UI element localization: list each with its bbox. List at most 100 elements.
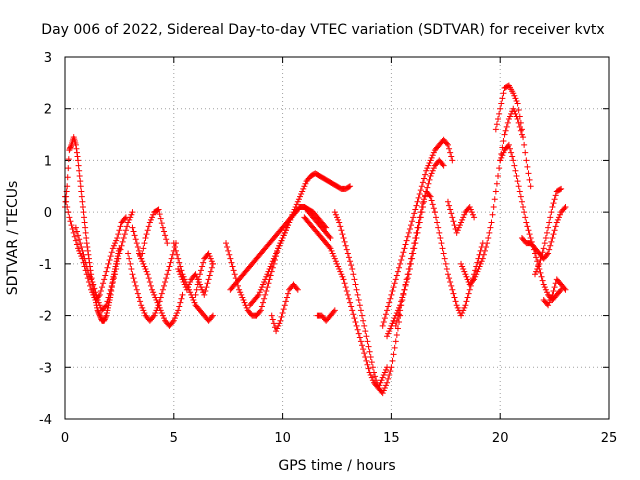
data-point	[175, 307, 182, 314]
data-point	[545, 224, 552, 231]
data-point	[104, 264, 111, 271]
data-point	[453, 302, 460, 309]
data-point	[161, 315, 168, 322]
data-point	[126, 255, 133, 262]
data-point	[109, 280, 116, 287]
data-point	[150, 289, 157, 296]
data-point	[331, 307, 338, 314]
data-point	[515, 107, 522, 114]
data-point	[276, 242, 283, 249]
data-point	[289, 211, 296, 218]
data-point	[179, 291, 186, 298]
data-point	[288, 214, 295, 221]
data-point	[116, 227, 123, 234]
data-point	[427, 193, 434, 200]
data-point	[68, 222, 75, 229]
data-point	[389, 320, 396, 327]
data-point	[517, 127, 524, 134]
data-point	[406, 260, 413, 267]
data-point	[401, 245, 408, 252]
data-point	[256, 289, 263, 296]
data-point	[464, 276, 471, 283]
data-point	[176, 303, 183, 310]
data-point	[545, 302, 552, 309]
data-point	[199, 286, 206, 293]
data-point	[380, 319, 387, 326]
data-point	[172, 312, 179, 319]
data-point	[510, 90, 517, 97]
data-point	[538, 273, 545, 280]
data-point	[439, 161, 446, 168]
series-arc9	[192, 250, 216, 298]
data-point	[551, 284, 558, 291]
data-point	[134, 290, 141, 297]
data-point	[70, 229, 77, 236]
data-point	[254, 293, 261, 300]
data-point	[159, 286, 166, 293]
data-point	[404, 271, 411, 278]
data-point	[294, 198, 301, 205]
data-point	[364, 361, 371, 368]
x-axis-label: GPS time / hours	[278, 458, 395, 474]
data-point	[96, 302, 103, 309]
data-point	[398, 256, 405, 263]
data-point	[431, 209, 438, 216]
data-point	[71, 233, 78, 240]
data-point	[444, 271, 451, 278]
data-point	[440, 162, 447, 169]
data-point	[350, 271, 357, 278]
data-point	[461, 211, 468, 218]
y-tick-label: 1	[44, 154, 52, 169]
data-point	[426, 176, 433, 183]
data-point	[458, 260, 465, 267]
data-point	[448, 282, 455, 289]
data-point	[280, 306, 287, 313]
data-point	[476, 263, 483, 270]
data-point	[359, 312, 366, 319]
data-point	[207, 255, 214, 262]
data-point	[96, 291, 103, 298]
data-point	[520, 134, 527, 141]
series-arc24	[497, 141, 565, 304]
data-point	[474, 268, 481, 275]
data-point	[138, 255, 145, 262]
data-point	[549, 235, 556, 241]
data-point	[140, 307, 147, 314]
data-point	[345, 183, 352, 190]
data-point	[164, 240, 171, 247]
data-point	[461, 268, 468, 275]
data-point	[368, 359, 375, 366]
data-point	[447, 278, 454, 285]
data-point	[279, 235, 286, 241]
data-point	[374, 381, 381, 388]
data-point	[399, 253, 406, 260]
x-tick-label: 25	[601, 431, 618, 446]
data-point	[151, 291, 158, 298]
data-point	[527, 183, 534, 190]
data-point	[493, 180, 500, 187]
data-point	[83, 240, 90, 247]
data-point	[150, 313, 157, 320]
data-point	[224, 244, 231, 251]
data-point	[347, 183, 354, 190]
data-point	[108, 249, 115, 256]
data-point	[388, 291, 395, 298]
data-point	[423, 167, 430, 174]
data-point	[81, 219, 88, 226]
data-point	[140, 245, 147, 252]
data-point	[550, 200, 557, 207]
data-point	[449, 286, 456, 293]
data-point	[384, 379, 391, 386]
data-point	[139, 258, 146, 265]
data-point	[115, 231, 122, 238]
data-point	[265, 268, 272, 275]
data-point	[170, 240, 177, 247]
data-point	[282, 298, 289, 305]
data-point	[389, 288, 396, 295]
data-point	[453, 229, 460, 236]
data-point	[399, 297, 406, 304]
data-point	[382, 311, 389, 318]
series-arc26	[532, 185, 565, 278]
data-point	[159, 312, 166, 319]
data-point	[365, 365, 372, 372]
